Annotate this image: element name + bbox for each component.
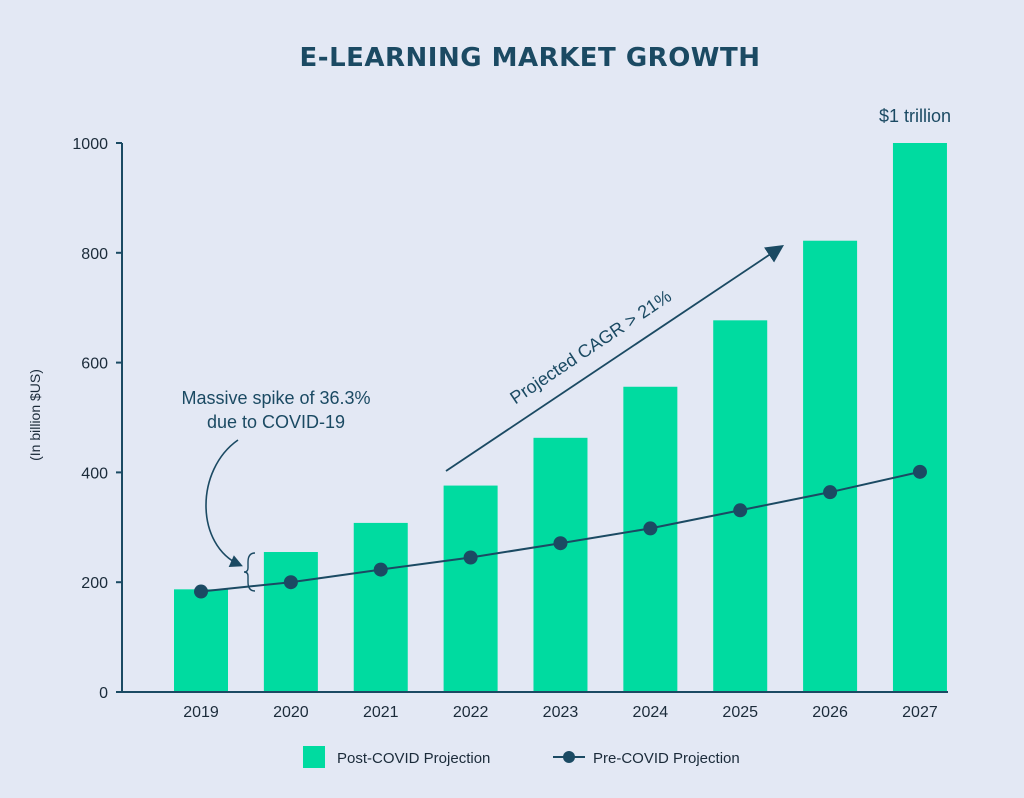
line-point-2019 [194,584,208,599]
chart-title: E-LEARNING MARKET GROWTH [300,43,761,73]
annotation-1-trillion: $1 trillion [879,106,951,126]
x-tick-label: 2019 [183,704,219,721]
x-tick-label: 2025 [722,704,758,721]
bar-2027 [892,143,947,692]
line-series-group [194,464,927,599]
bar-2024 [623,386,678,692]
y-tick-label: 0 [99,685,108,702]
spike-arrow [205,439,243,567]
y-tick-label: 200 [81,575,108,592]
annotation-spike-line2: due to COVID-19 [207,412,345,432]
line-point-2023 [553,536,568,551]
cagr-arrow [445,244,784,472]
x-tick-label: 2023 [543,704,579,721]
line-point-2027 [912,464,927,479]
y-tick-label: 400 [81,465,108,482]
legend: Post-COVID Projection Pre-COVID Projecti… [303,746,740,768]
x-tick-label: 2027 [902,704,938,721]
bar-2023 [533,437,588,692]
line-point-2026 [823,485,838,500]
y-tick-label: 1000 [72,136,108,153]
line-point-2020 [283,575,298,590]
y-axis-label: (In billion $US) [27,369,43,461]
line-point-2021 [373,562,388,577]
spike-brace [243,552,256,592]
y-tick-label: 600 [81,356,108,373]
bar-2022 [443,485,498,692]
line-point-2022 [463,550,478,565]
legend-bar-swatch [303,746,325,768]
x-tick-label: 2020 [273,704,309,721]
x-tick-label: 2026 [812,704,848,721]
line-point-2024 [643,521,658,536]
x-tick-label: 2022 [453,704,489,721]
line-point-2025 [733,503,748,518]
x-axis: 2019 2020 2021 2022 2023 2024 2025 2026 2027 [183,704,938,721]
annotation-spike-line1: Massive spike of 36.3% [181,388,370,408]
y-axis: 0 200 400 600 800 1000 [72,136,122,702]
legend-bar-label: Post-COVID Projection [337,750,490,767]
x-tick-label: 2024 [633,704,669,721]
legend-line-marker [563,751,575,763]
x-tick-label: 2021 [363,704,399,721]
bar-2020 [263,552,318,692]
bar-2021 [353,522,408,692]
bar-2019 [174,589,228,692]
bars-group [174,143,947,693]
legend-line-label: Pre-COVID Projection [593,750,740,767]
bar-2026 [803,240,858,693]
y-tick-label: 800 [81,246,108,263]
